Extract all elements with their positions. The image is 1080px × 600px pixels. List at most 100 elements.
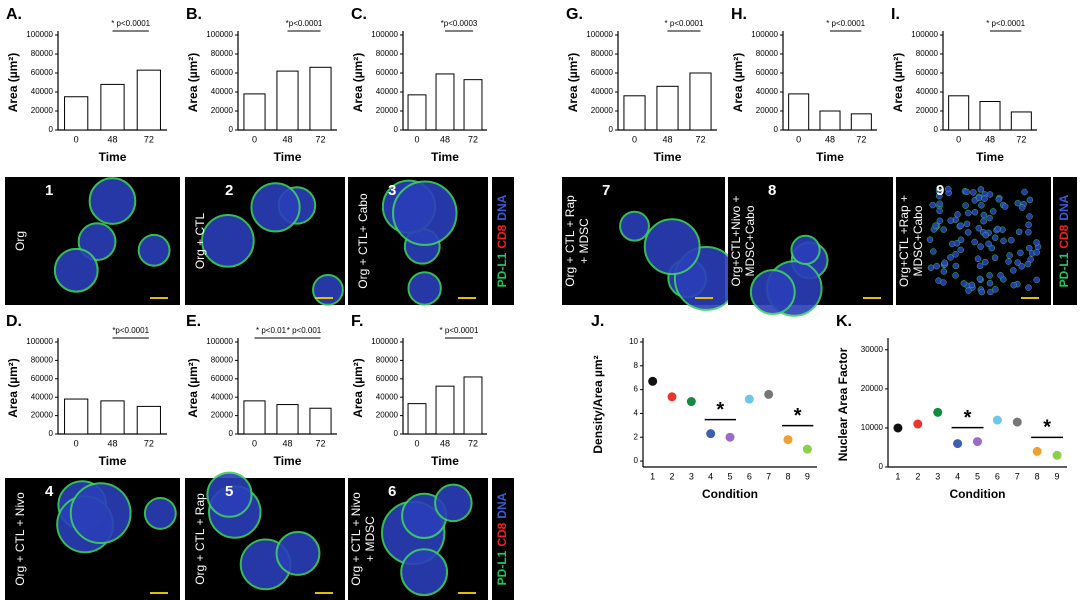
bar (243, 400, 266, 435)
panel-number: 3 (388, 182, 396, 199)
y-tick-label: 80000 (31, 49, 54, 58)
cell-cluster (991, 254, 999, 261)
panel-number: 8 (768, 182, 776, 199)
cell-cluster (927, 264, 935, 271)
cell-cluster (932, 222, 939, 229)
cell-cluster (1025, 221, 1032, 229)
panel-caption: Org (13, 231, 27, 251)
cell-cluster (1014, 199, 1022, 207)
bar (1010, 111, 1032, 131)
x-tick-label: 72 (144, 438, 154, 448)
x-axis-label: Time (431, 454, 459, 468)
y-tick-label: 0 (49, 429, 54, 438)
cell-cluster (936, 207, 943, 215)
y-tick-label: 100000 (911, 30, 938, 39)
panel-number: 1 (45, 182, 53, 199)
bar (463, 79, 483, 131)
cell-cluster (1014, 259, 1021, 266)
cell-cluster (940, 279, 947, 286)
y-tick-label: 60000 (376, 374, 399, 383)
cell-cluster (986, 272, 993, 279)
x-tick-label: 9 (805, 471, 810, 481)
y-tick-label: 40000 (591, 87, 614, 96)
cell-cluster (407, 271, 442, 306)
x-tick-label: 72 (856, 134, 866, 144)
y-axis-label: Area (µm²) (6, 53, 20, 113)
scale-bar (863, 297, 881, 299)
panel-title: K. (836, 313, 852, 330)
y-tick-label: 20000 (916, 106, 939, 115)
cell-cluster (952, 251, 959, 258)
panel-caption: Org+CTL +Rap + (897, 195, 911, 287)
significance-label: * p<0.0001 (111, 19, 150, 28)
cell-cluster (1008, 236, 1015, 244)
y-tick-label: 0 (229, 429, 234, 438)
x-tick-label: 6 (995, 471, 1000, 481)
x-axis-label: Time (431, 150, 459, 164)
micrograph: 4 Org + CTL + Nivo (5, 478, 180, 600)
mean-point (893, 423, 903, 433)
y-tick-label: 100000 (26, 30, 53, 39)
micrograph: 9 Org+CTL +Rap + MDSC+Cabo (896, 177, 1051, 305)
cell-cluster (962, 202, 969, 209)
panel-caption: Org+CTL+Nivo + (729, 195, 743, 286)
y-tick-label: 20000 (861, 384, 884, 393)
bar (309, 66, 332, 131)
mean-point (764, 389, 774, 399)
panel-title: H. (731, 6, 747, 23)
y-tick-label: 0 (394, 125, 399, 134)
y-tick-label: 0 (774, 125, 779, 134)
cell-cluster (981, 258, 989, 266)
significance-label: * (716, 399, 724, 421)
stain-label: CD8 (495, 522, 509, 546)
significance-label: *p<0.0003 (441, 19, 478, 28)
y-tick-label: 40000 (376, 87, 399, 96)
x-tick-label: 0 (414, 134, 419, 144)
cell-cluster (991, 234, 999, 242)
cell-cluster (941, 259, 948, 266)
cell-cluster (312, 273, 344, 306)
y-tick-label: 40000 (376, 392, 399, 401)
panel-title: G. (566, 6, 583, 23)
panel-title: E. (186, 313, 201, 330)
cell-cluster (986, 191, 994, 198)
stain-legend: PD-L1 CD8 DNA (495, 492, 509, 585)
cell-cluster (1026, 196, 1034, 204)
significance-label: * p<0.0001 (986, 19, 1025, 28)
y-axis-label: Area (µm²) (351, 358, 365, 418)
cell-cluster (1018, 263, 1025, 270)
scale-bar (315, 592, 333, 594)
cell-cluster (957, 236, 965, 244)
stain-label: DNA (1057, 194, 1071, 220)
x-tick-label: 9 (1055, 471, 1060, 481)
x-tick-label: 2 (915, 471, 920, 481)
x-tick-label: 72 (468, 134, 478, 144)
mean-point (1032, 446, 1042, 456)
cell-cluster (986, 214, 993, 222)
y-tick-label: 20000 (31, 411, 54, 420)
x-axis-label: Time (976, 150, 1004, 164)
cell-cluster (1006, 252, 1013, 259)
y-tick-label: 60000 (31, 374, 54, 383)
panel-number: 4 (45, 483, 54, 500)
stain-legend: PD-L1 CD8 DNA (1057, 194, 1071, 287)
x-tick-label: 72 (468, 438, 478, 448)
y-tick-label: 10000 (861, 423, 884, 432)
x-tick-label: 7 (766, 471, 771, 481)
x-tick-label: 0 (414, 438, 419, 448)
cell-cluster (1015, 228, 1023, 236)
y-tick-label: 0 (634, 456, 639, 465)
micrograph: 8 Org+CTL+Nivo + MDSC+Cabo (728, 177, 893, 317)
panel-title: F. (351, 313, 363, 330)
stain-legend-background (1053, 177, 1077, 305)
y-tick-label: 20000 (211, 106, 234, 115)
cell-cluster (930, 248, 937, 255)
y-tick-label: 100000 (371, 337, 398, 346)
cell-cluster (963, 220, 971, 228)
cell-cluster (978, 202, 985, 209)
cell-cluster (976, 275, 984, 283)
cell-cluster (952, 272, 959, 279)
x-tick-label: 0 (74, 134, 79, 144)
stain-legend-background (492, 177, 514, 305)
y-tick-label: 20000 (376, 106, 399, 115)
